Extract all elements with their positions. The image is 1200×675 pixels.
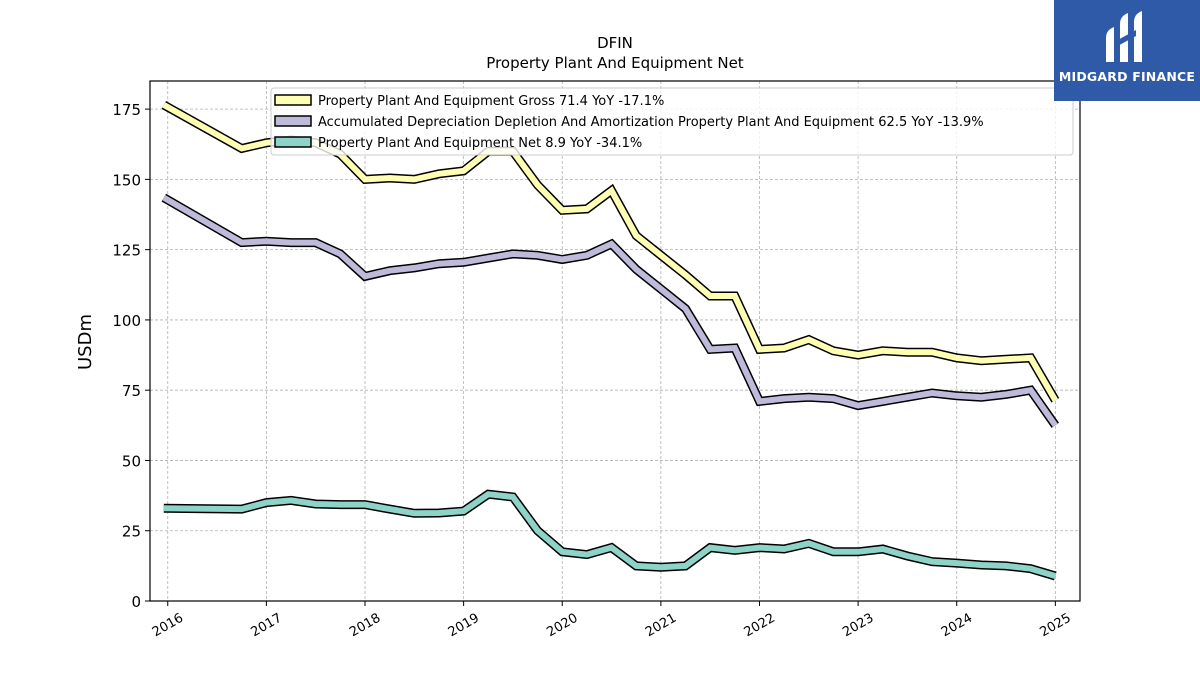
x-tick-label: 2019 bbox=[446, 611, 482, 641]
series-line bbox=[163, 491, 1057, 579]
y-tick-label: 50 bbox=[122, 452, 141, 470]
logo-icon bbox=[1106, 11, 1142, 62]
grid bbox=[150, 81, 1080, 602]
y-tick-label: 100 bbox=[112, 312, 141, 330]
series-line bbox=[162, 102, 1058, 402]
legend-swatch bbox=[274, 115, 312, 127]
x-tick-label: 2025 bbox=[1038, 611, 1074, 641]
x-tick-label: 2024 bbox=[939, 611, 975, 641]
y-tick-label: 175 bbox=[112, 101, 141, 119]
chart-title: DFIN bbox=[597, 34, 633, 52]
y-tick-label: 150 bbox=[112, 171, 141, 189]
y-axis-label: USDm bbox=[75, 314, 96, 370]
series-line bbox=[162, 195, 1058, 428]
y-tick-label: 0 bbox=[131, 593, 141, 611]
midgard-finance-logo: MIDGARD FINANCE bbox=[1054, 0, 1200, 101]
x-tick-label: 2018 bbox=[347, 611, 383, 641]
legend-label: Accumulated Depreciation Depletion And A… bbox=[318, 115, 984, 130]
x-tick-label: 2021 bbox=[643, 611, 679, 641]
legend-swatch bbox=[274, 94, 312, 106]
series-outline bbox=[161, 193, 1059, 428]
chart-subtitle: Property Plant And Equipment Net bbox=[486, 54, 743, 72]
logo-text: MIDGARD FINANCE bbox=[1058, 69, 1196, 84]
x-tick-label: 2022 bbox=[742, 611, 778, 641]
series-layer bbox=[161, 100, 1060, 581]
legend-box bbox=[270, 87, 1074, 156]
series-outline bbox=[163, 489, 1057, 581]
legend-label: Property Plant And Equipment Gross 71.4 … bbox=[318, 94, 664, 109]
y-tick-label: 75 bbox=[122, 382, 141, 400]
plot-frame bbox=[149, 80, 1081, 602]
y-tick-label: 25 bbox=[122, 523, 141, 541]
y-tick-label: 125 bbox=[112, 242, 141, 260]
legend: Property Plant And Equipment Gross 71.4 … bbox=[270, 87, 1074, 156]
legend-label: Property Plant And Equipment Net 8.9 YoY… bbox=[318, 136, 642, 151]
x-tick-label: 2020 bbox=[544, 611, 580, 641]
x-tick-label: 2016 bbox=[150, 611, 186, 641]
x-tick-label: 2017 bbox=[249, 611, 285, 641]
legend-swatch bbox=[274, 136, 312, 148]
x-tick-label: 2023 bbox=[840, 611, 876, 641]
